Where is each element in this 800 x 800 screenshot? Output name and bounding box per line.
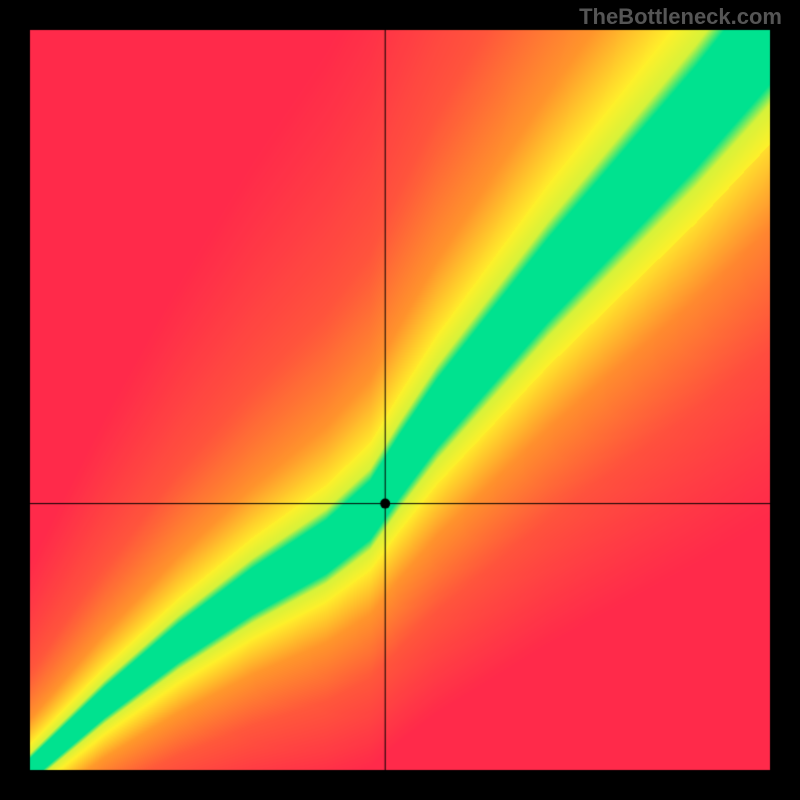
chart-container: TheBottleneck.com [0, 0, 800, 800]
watermark-text: TheBottleneck.com [579, 4, 782, 30]
bottleneck-heatmap [0, 0, 800, 800]
